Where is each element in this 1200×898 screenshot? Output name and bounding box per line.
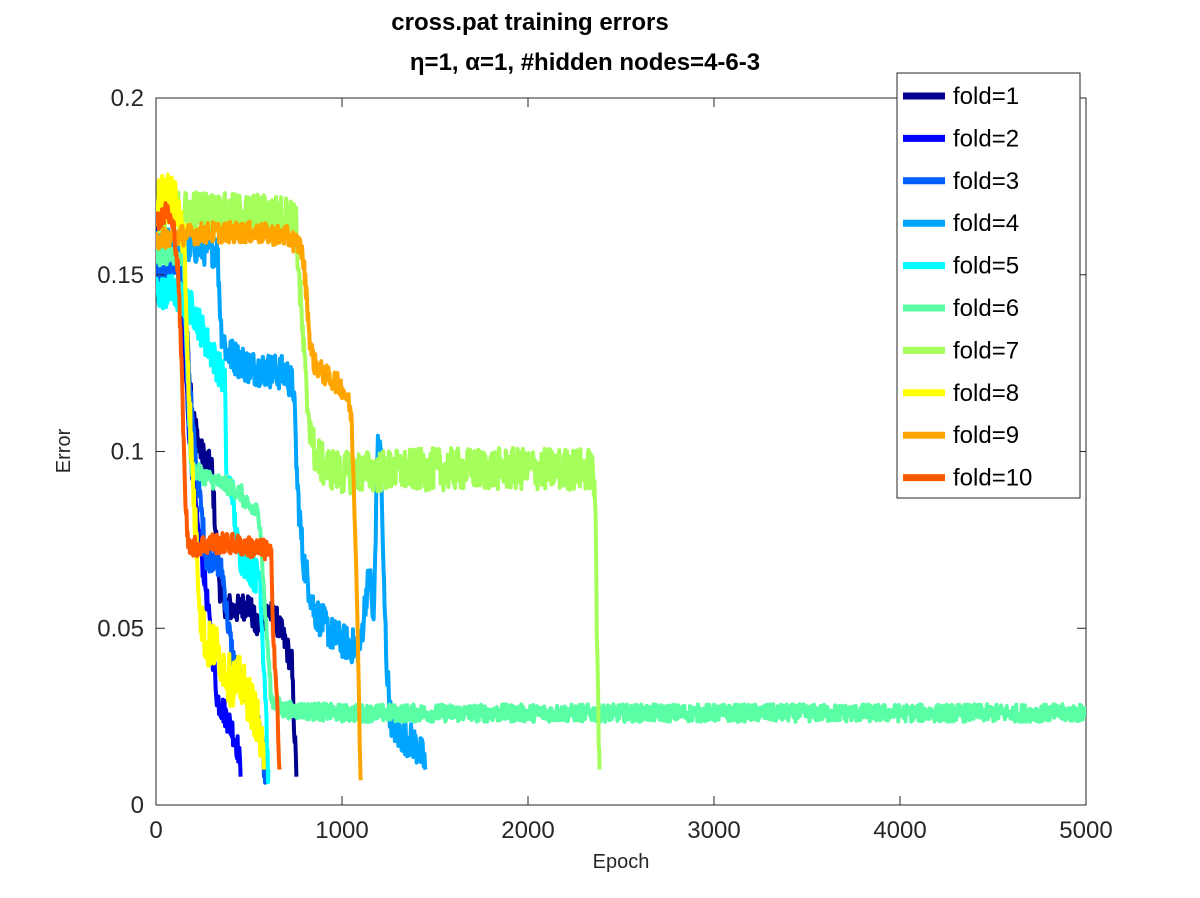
legend-label-fold-8: fold=8 [953, 380, 1019, 407]
series-line-fold-8 [156, 172, 266, 770]
legend-label-fold-1: fold=1 [953, 83, 1019, 110]
tick-layer: 0 1000 2000 3000 4000 5000 0 0.05 0.1 0.15 0.2 [97, 85, 1112, 844]
y-tick-label: 0.05 [97, 615, 144, 642]
series-line-fold-10 [156, 201, 282, 770]
x-axis-label: Epoch [593, 851, 650, 873]
x-tick-label: 4000 [873, 817, 926, 844]
legend-label-fold-7: fold=7 [953, 337, 1019, 364]
x-tick-label: 5000 [1059, 817, 1112, 844]
series-line-fold-5 [156, 274, 271, 785]
legend-box [896, 72, 1081, 499]
chart-subtitle: η=1, α=1, #hidden nodes=4-6-3 [410, 49, 760, 76]
series-layer [156, 172, 1086, 785]
y-tick-label: 0 [131, 792, 144, 819]
legend-label-fold-5: fold=5 [953, 253, 1019, 280]
series-line-fold-4 [156, 227, 428, 771]
legend-label-fold-10: fold=10 [953, 465, 1032, 492]
plot-area: 0 1000 2000 3000 4000 5000 0 0.05 0.1 0.15 0.2 [97, 85, 1112, 844]
legend-label-fold-4: fold=4 [953, 210, 1019, 237]
x-tick-label: 3000 [687, 817, 740, 844]
series-line-fold-6 [156, 246, 1086, 724]
legend-label-fold-9: fold=9 [953, 422, 1019, 449]
legend-label-fold-2: fold=2 [953, 125, 1019, 152]
y-tick-label: 0.2 [111, 85, 144, 112]
legend-items: fold=1 fold=2 fold=3 fold=4 fold=5 fold=6 fold… [903, 83, 1032, 492]
x-tick-label: 1000 [315, 817, 368, 844]
chart-title: cross.pat training errors [391, 9, 668, 36]
y-axis-label: Error [53, 428, 75, 473]
x-tick-label: 2000 [501, 817, 554, 844]
legend: fold=1 fold=2 fold=3 fold=4 fold=5 fold=6 fold… [896, 72, 1081, 499]
legend-label-fold-3: fold=3 [953, 168, 1019, 195]
y-tick-label: 0.15 [97, 262, 144, 289]
series-line-fold-7 [156, 188, 602, 770]
series-line-fold-9 [156, 219, 363, 781]
x-tick-label: 0 [149, 817, 162, 844]
y-tick-label: 0.1 [111, 439, 144, 466]
legend-label-fold-6: fold=6 [953, 295, 1019, 322]
